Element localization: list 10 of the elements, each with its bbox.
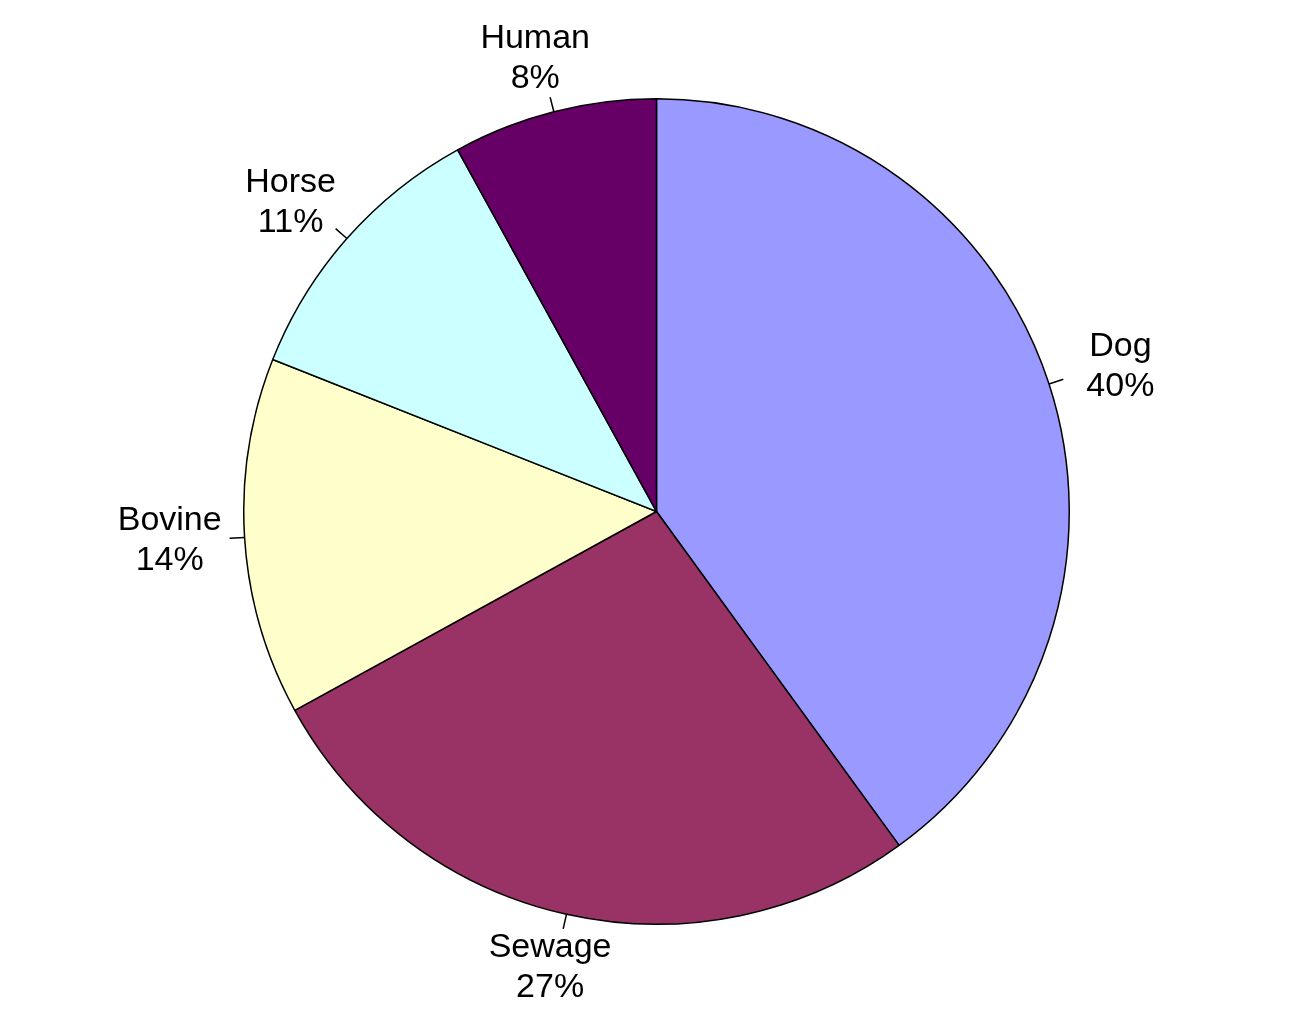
slice-label: Bovine — [117, 499, 222, 538]
slice-label: Horse — [245, 160, 336, 199]
data-label: 8% — [510, 56, 560, 95]
data-label: 14% — [135, 539, 204, 578]
slice-label: Human — [480, 16, 591, 55]
data-label: 11% — [257, 200, 324, 239]
slice-label: Sewage — [488, 926, 612, 965]
data-label: 40% — [1086, 365, 1155, 404]
slice-label: Dog — [1089, 325, 1152, 364]
data-label: 27% — [516, 966, 585, 1005]
